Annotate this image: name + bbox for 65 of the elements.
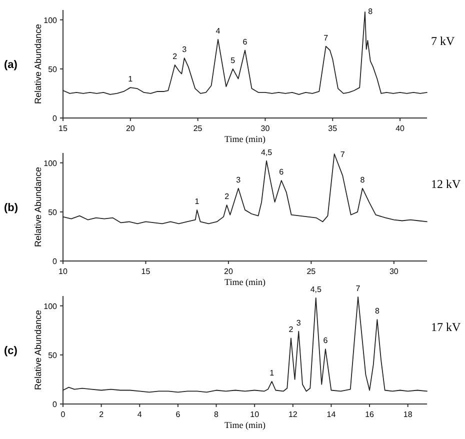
annotation: 1	[128, 74, 134, 84]
text: 17 kV	[431, 320, 461, 334]
annotation: 8	[360, 175, 366, 184]
x-tick-label: 16	[365, 410, 375, 419]
annotation: 5	[230, 56, 236, 65]
x-tick-label: 25	[306, 267, 316, 276]
x-tick-label: 25	[193, 124, 203, 133]
x-tick-label: 35	[328, 124, 338, 133]
annotation: 8	[368, 6, 374, 16]
x-axis-title: Time (min)	[224, 134, 266, 144]
x-tick-label: 40	[396, 124, 406, 133]
annotation: 6	[323, 336, 328, 346]
y-tick-label: 100	[44, 302, 58, 311]
y-axis-title: Relative Abundance	[33, 166, 43, 248]
annotation: 4,5	[310, 284, 322, 294]
y-tick-label: 0	[52, 257, 58, 266]
annotation: 2	[288, 325, 294, 334]
annotation: 7	[340, 150, 346, 159]
x-tick-label: 6	[176, 410, 181, 419]
y-axis-title: Relative Abundance	[33, 310, 43, 390]
y-tick-label: 100	[44, 16, 58, 25]
x-axis-title: Time (min)	[224, 420, 266, 430]
text: (c)	[4, 345, 18, 357]
annotation: 1	[194, 196, 200, 206]
x-tick-label: 14	[326, 410, 336, 419]
text: 12 kV	[431, 177, 461, 191]
annotation: 1	[270, 368, 275, 378]
x-tick-label: 0	[60, 410, 66, 419]
annotation: 3	[236, 175, 242, 184]
annotation: 7	[356, 284, 361, 293]
annotation: 6	[242, 37, 248, 46]
annotation: 4,5	[260, 148, 273, 157]
y-tick-label: 0	[52, 114, 58, 123]
x-tick-label: 2	[99, 410, 104, 419]
text: (a)	[4, 59, 18, 71]
y-tick-label: 50	[48, 64, 58, 74]
y-axis-title: Relative Abundance	[33, 24, 43, 104]
x-tick-label: 30	[389, 267, 399, 276]
annotation: 3	[182, 45, 188, 54]
y-tick-label: 0	[52, 400, 58, 409]
text: (b)	[4, 202, 18, 214]
y-tick-label: 50	[48, 208, 58, 217]
annotation: 8	[374, 306, 380, 316]
annotation: 7	[324, 33, 329, 42]
annotation: 3	[296, 318, 302, 328]
line-series	[62, 296, 428, 393]
x-tick-label: 18	[403, 410, 413, 419]
annotation: 6	[279, 167, 284, 176]
x-tick-label: 15	[141, 267, 151, 276]
x-tick-label: 30	[260, 124, 270, 133]
text: 7 kV	[431, 34, 455, 48]
x-tick-label: 20	[126, 124, 136, 133]
x-axis-title: Time (min)	[224, 277, 266, 287]
x-tick-label: 10	[58, 267, 68, 276]
annotation: 2	[224, 192, 230, 202]
y-tick-label: 100	[44, 158, 58, 168]
x-tick-label: 20	[224, 267, 234, 276]
x-tick-label: 12	[288, 410, 298, 419]
x-tick-label: 15	[58, 124, 68, 133]
x-tick-label: 8	[214, 410, 220, 419]
annotation: 2	[172, 52, 178, 61]
y-tick-label: 50	[48, 350, 58, 360]
x-tick-label: 4	[137, 410, 142, 419]
x-tick-label: 10	[250, 410, 260, 419]
annotation: 4	[216, 26, 221, 36]
